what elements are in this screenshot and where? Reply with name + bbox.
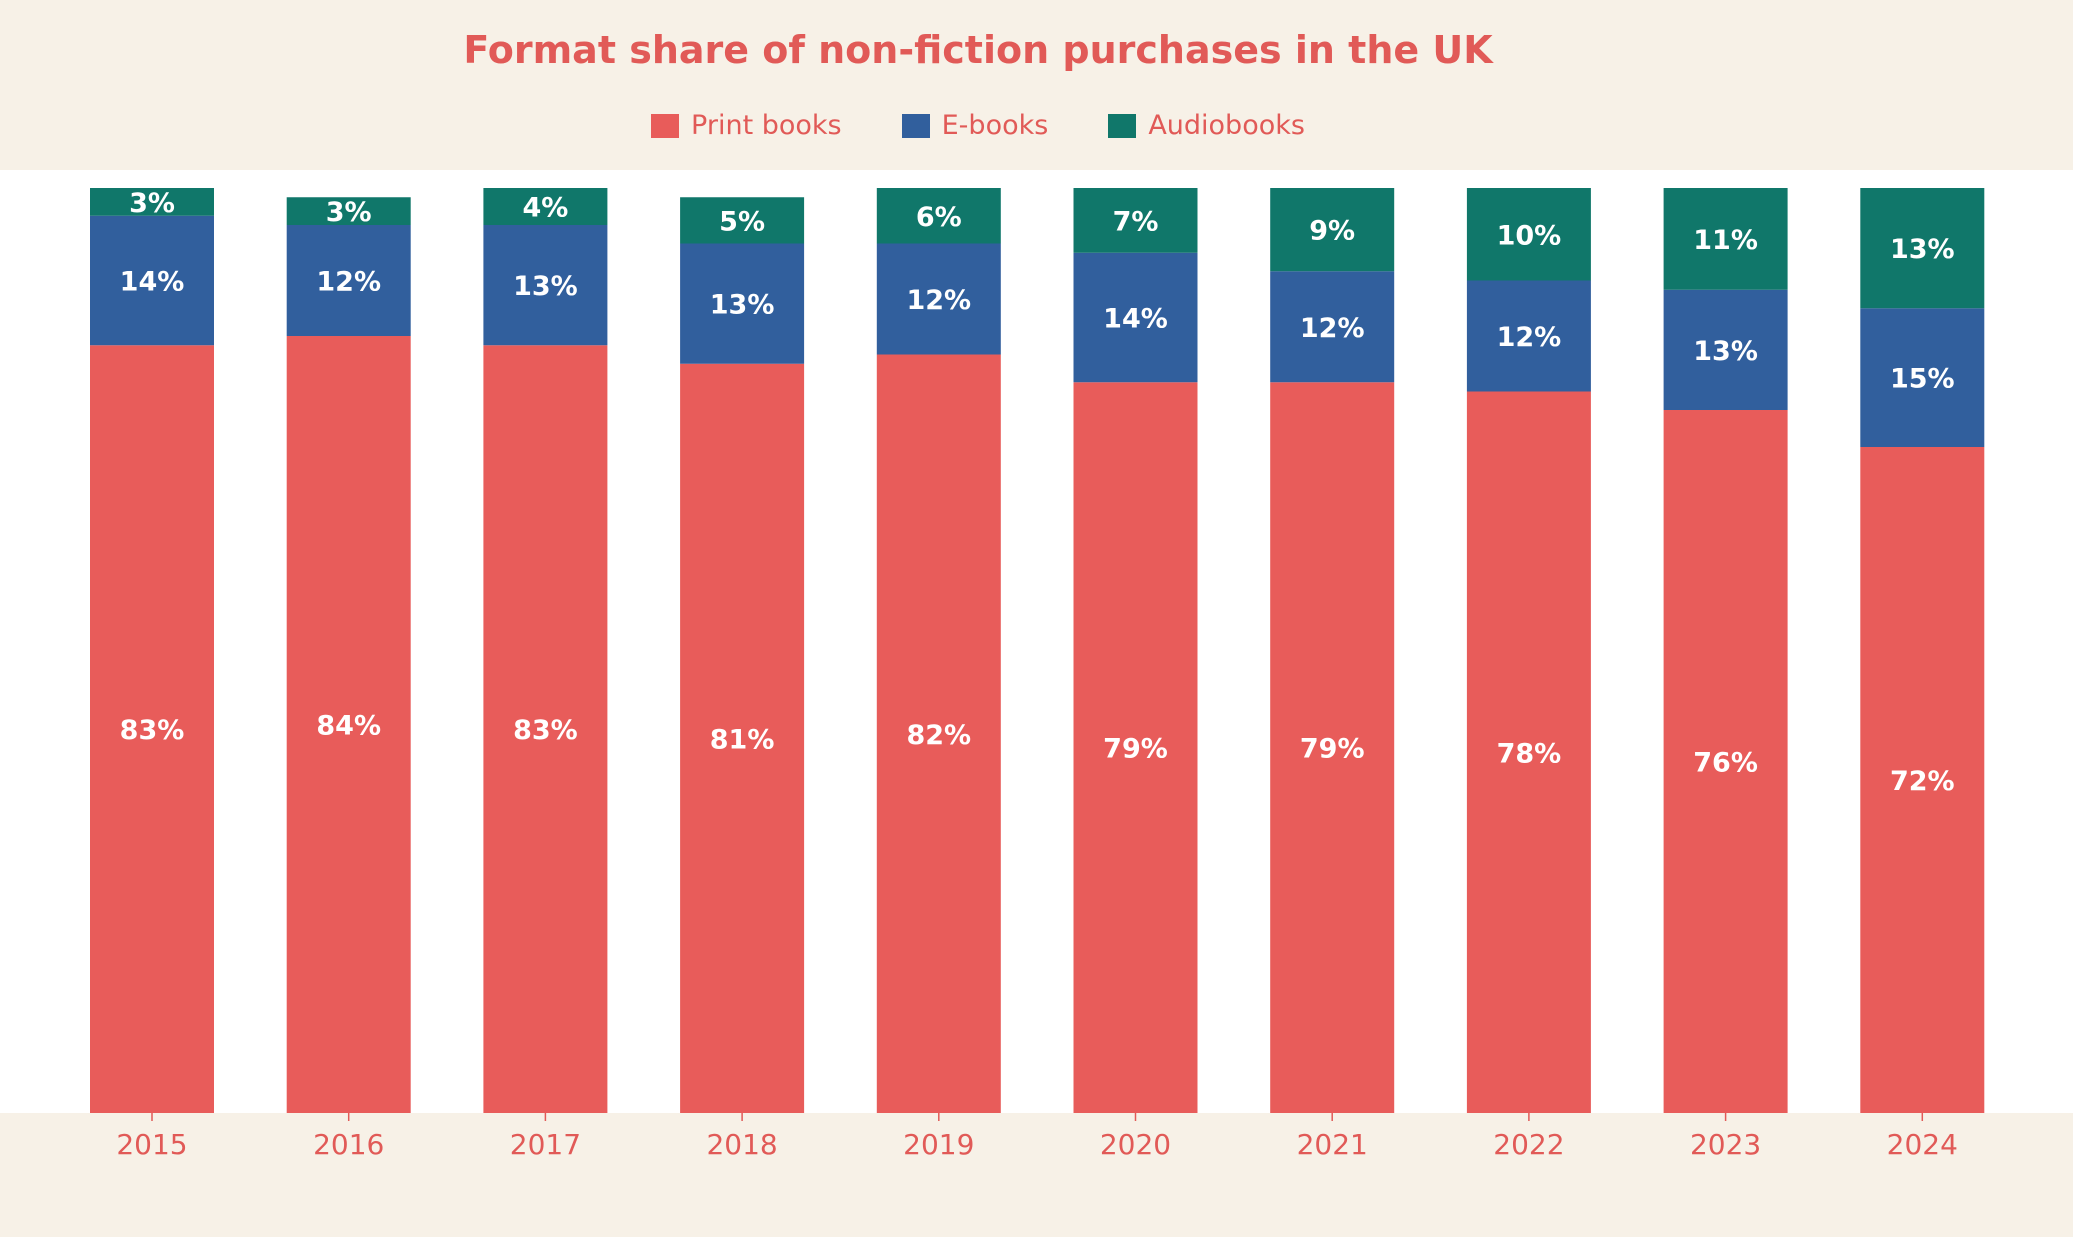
- data-label-print-books-2024: 72%: [1890, 766, 1955, 797]
- data-label-audiobooks-2017: 4%: [522, 193, 568, 224]
- bar-audiobooks-2015: [90, 188, 214, 216]
- x-tick-label-2021: 2021: [1297, 1128, 1368, 1161]
- chart-title: Format share of non-fiction purchases in…: [463, 28, 1493, 72]
- x-tick-label-2022: 2022: [1493, 1128, 1564, 1161]
- bar-audiobooks-2022: [1466, 188, 1591, 281]
- x-tick-label-2020: 2020: [1100, 1128, 1171, 1161]
- bar-print-books-2018: [680, 363, 805, 1113]
- bar-print-books-2023: [1663, 410, 1788, 1113]
- bar-audiobooks-2023: [1663, 188, 1788, 290]
- legend-swatch-audiobooks: [1108, 113, 1137, 138]
- bar-e-books-2019: [876, 243, 1001, 355]
- data-label-audiobooks-2020: 7%: [1113, 206, 1159, 237]
- data-label-audiobooks-2016: 3%: [326, 197, 372, 228]
- legend-label-e-books: E-books: [941, 110, 1049, 141]
- data-label-print-books-2017: 83%: [513, 715, 578, 746]
- bar-e-books-2020: [1073, 252, 1198, 383]
- bar-e-books-2015: [90, 215, 214, 346]
- data-label-audiobooks-2018: 5%: [719, 206, 765, 237]
- bar-e-books-2021: [1270, 271, 1395, 383]
- bar-e-books-2024: [1860, 308, 1985, 447]
- x-tick-label-2018: 2018: [706, 1128, 777, 1161]
- data-label-print-books-2021: 79%: [1300, 734, 1365, 765]
- bar-print-books-2015: [90, 345, 214, 1113]
- data-label-print-books-2022: 78%: [1497, 738, 1562, 769]
- data-label-e-books-2020: 14%: [1103, 304, 1168, 335]
- bar-print-books-2020: [1073, 382, 1198, 1113]
- data-label-audiobooks-2024: 13%: [1890, 234, 1955, 265]
- legend: Print books E-books Audiobooks: [0, 110, 1956, 141]
- data-label-print-books-2018: 81%: [710, 724, 775, 755]
- x-tick-label-2019: 2019: [903, 1128, 974, 1161]
- bar-print-books-2016: [286, 336, 411, 1113]
- data-label-print-books-2016: 84%: [316, 711, 381, 742]
- data-label-e-books-2017: 13%: [513, 271, 578, 302]
- data-label-audiobooks-2015: 3%: [129, 188, 175, 219]
- bar-audiobooks-2016: [286, 197, 411, 225]
- bar-e-books-2022: [1466, 280, 1591, 392]
- data-label-audiobooks-2023: 11%: [1693, 225, 1758, 256]
- legend-item-print-books: Print books: [651, 110, 842, 141]
- x-tick-label-2023: 2023: [1690, 1128, 1761, 1161]
- bar-audiobooks-2019: [876, 188, 1001, 244]
- bar-print-books-2024: [1860, 447, 1985, 1113]
- bar-audiobooks-2024: [1860, 188, 1985, 309]
- x-tick-label-2017: 2017: [510, 1128, 581, 1161]
- data-label-e-books-2023: 13%: [1693, 336, 1758, 367]
- bar-e-books-2023: [1663, 289, 1788, 410]
- data-label-e-books-2022: 12%: [1497, 322, 1562, 353]
- data-label-e-books-2016: 12%: [316, 267, 381, 298]
- x-tick-label-2015: 2015: [116, 1128, 187, 1161]
- data-label-e-books-2015: 14%: [120, 267, 185, 298]
- bar-audiobooks-2021: [1270, 188, 1395, 272]
- legend-label-print-books: Print books: [691, 110, 842, 141]
- data-label-print-books-2015: 83%: [120, 715, 185, 746]
- bar-print-books-2017: [483, 345, 608, 1113]
- legend-label-audiobooks: Audiobooks: [1148, 110, 1305, 141]
- data-label-print-books-2020: 79%: [1103, 734, 1168, 765]
- bar-print-books-2021: [1270, 382, 1395, 1113]
- data-label-e-books-2024: 15%: [1890, 364, 1955, 395]
- bar-print-books-2019: [876, 354, 1001, 1113]
- data-label-print-books-2023: 76%: [1693, 748, 1758, 779]
- bar-e-books-2016: [286, 225, 411, 336]
- legend-item-audiobooks: Audiobooks: [1108, 110, 1305, 141]
- bar-audiobooks-2020: [1073, 188, 1198, 253]
- data-label-e-books-2021: 12%: [1300, 313, 1365, 344]
- legend-swatch-e-books: [901, 113, 930, 138]
- data-label-e-books-2018: 13%: [710, 290, 775, 321]
- bar-print-books-2022: [1466, 391, 1591, 1113]
- x-tick-label-2024: 2024: [1887, 1128, 1958, 1161]
- legend-item-e-books: E-books: [901, 110, 1049, 141]
- data-label-audiobooks-2021: 9%: [1309, 216, 1355, 247]
- bar-e-books-2018: [680, 243, 805, 364]
- legend-swatch-print-books: [651, 113, 680, 138]
- data-label-e-books-2019: 12%: [906, 285, 971, 316]
- data-label-audiobooks-2022: 10%: [1497, 220, 1562, 251]
- bar-e-books-2017: [483, 225, 608, 346]
- data-label-audiobooks-2019: 6%: [916, 202, 962, 233]
- bar-audiobooks-2018: [680, 197, 805, 244]
- bar-audiobooks-2017: [483, 188, 608, 225]
- data-label-print-books-2019: 82%: [906, 720, 971, 751]
- x-tick-label-2016: 2016: [313, 1128, 384, 1161]
